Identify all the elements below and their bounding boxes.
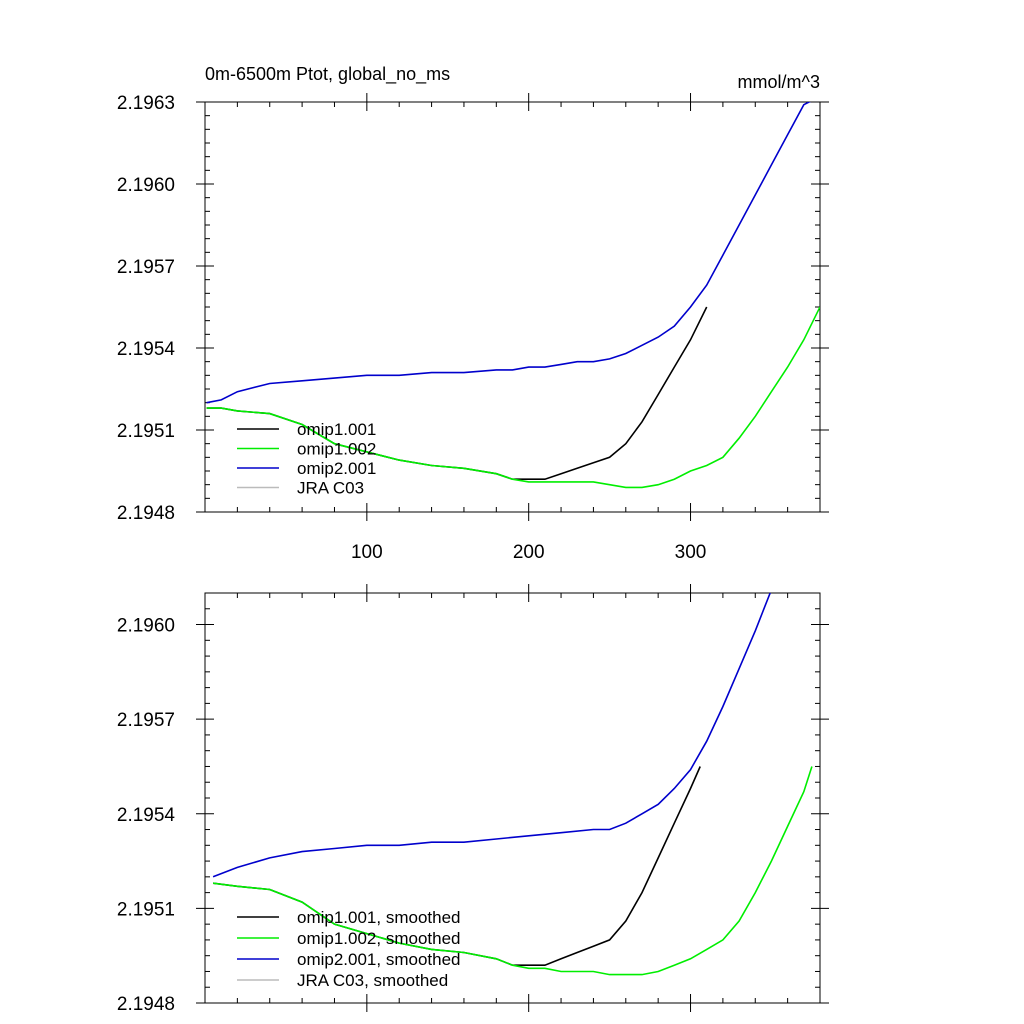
series-line-1 [212,766,813,976]
y-tick-label: 2.1960 [117,616,175,637]
y-tick-label: 2.1948 [117,994,175,1015]
legend-label-1: omip1.002 [297,440,376,459]
y-tick-label: 2.1954 [117,339,176,360]
series-line-2 [206,102,811,404]
legend-label-1: omip1.002, smoothed [297,929,461,948]
legend-label-0: omip1.001 [297,420,376,439]
legend-label-3: JRA C03, smoothed [297,971,448,990]
legend-label-3: JRA C03 [297,479,364,498]
legend-label-2: omip2.001 [297,459,376,478]
y-tick-label: 2.1954 [117,805,176,826]
y-tick-label: 2.1951 [117,899,175,920]
top-panel: 100 200 300 2.1948 2.1951 2.1954 2.1957 2.1960 2… [117,64,829,563]
x-tick-label: 300 [675,542,707,563]
series-line-0 [206,306,708,480]
bottom-panel: 2.1948 2.1951 2.1954 2.1957 2.1960 omip1.001,… [117,584,829,1015]
y-tick-label: 2.1957 [117,257,175,278]
legend-label-0: omip1.001, smoothed [297,908,461,927]
y-tick-label: 2.1948 [117,503,175,524]
y-tick-label: 2.1963 [117,93,175,114]
series-line-1 [206,306,820,489]
chart-title: 0m-6500m Ptot, global_no_ms [205,64,450,85]
chart-units: mmol/m^3 [738,72,820,92]
x-tick-label: 200 [513,542,545,563]
y-tick-label: 2.1957 [117,710,175,731]
series-line-2 [212,593,772,878]
y-tick-label: 2.1960 [117,175,175,196]
legend-label-2: omip2.001, smoothed [297,950,461,969]
x-tick-label: 100 [351,542,383,563]
y-tick-label: 2.1951 [117,421,175,442]
